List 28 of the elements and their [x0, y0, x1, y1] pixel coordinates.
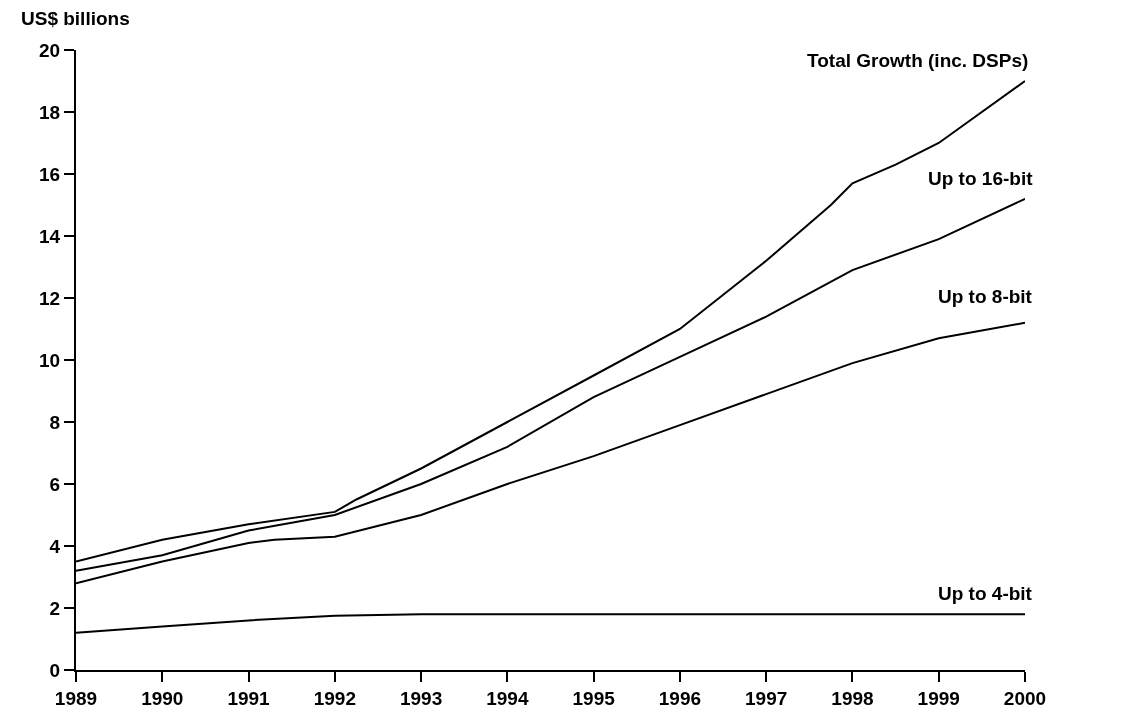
x-tick-label: 1997 — [745, 687, 788, 709]
x-tick-label: 1993 — [399, 687, 443, 709]
y-tick-label: 2 — [49, 597, 61, 619]
y-tick-label: 4 — [49, 535, 61, 557]
x-tick-label: 1996 — [658, 687, 702, 709]
series-label: Up to 8-bit — [938, 286, 1033, 307]
x-tick-label: 1991 — [227, 687, 271, 709]
y-tick-label: 18 — [39, 101, 61, 123]
series-label: Total Growth (inc. DSPs) — [807, 50, 1029, 71]
series-label: Up to 16-bit — [928, 168, 1034, 189]
series-label: Up to 4-bit — [938, 583, 1033, 604]
y-tick-label: 10 — [39, 349, 61, 371]
x-tick-label: 1995 — [572, 687, 616, 709]
x-tick-label: 1998 — [831, 687, 874, 709]
x-tick-label: 1992 — [313, 687, 356, 709]
y-tick-label: 14 — [39, 225, 61, 247]
x-tick-label: 1990 — [141, 687, 184, 709]
y-tick-label: 20 — [39, 39, 61, 61]
x-tick-label: 1994 — [486, 687, 529, 709]
y-tick-label: 16 — [39, 163, 61, 185]
x-tick-label: 1999 — [917, 687, 960, 709]
y-axis-title: US$ billions — [21, 8, 130, 29]
x-tick-label: 1989 — [54, 687, 98, 709]
y-tick-label: 6 — [49, 473, 61, 495]
y-tick-label: 12 — [39, 287, 61, 309]
x-tick-label: 2000 — [1003, 687, 1047, 709]
y-tick-label: 8 — [49, 411, 61, 433]
y-tick-label: 0 — [49, 659, 61, 681]
